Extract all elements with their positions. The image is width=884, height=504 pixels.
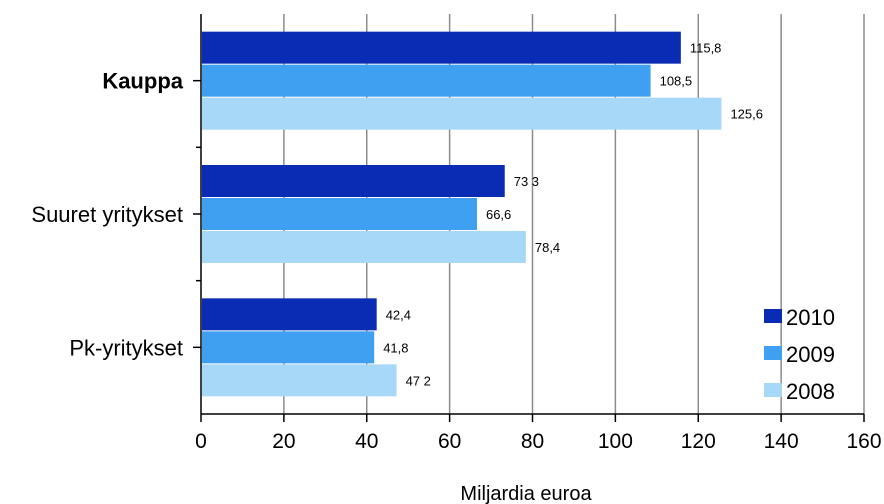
- legend-label: 2010: [786, 305, 835, 330]
- x-tick-label: 120: [681, 430, 716, 453]
- x-tick-label: 80: [521, 430, 544, 453]
- data-label: 125,6: [730, 107, 763, 122]
- x-tick-labels: 0 20 40 60 80 100 120 140 160: [195, 430, 881, 453]
- data-label: 42,4: [386, 307, 411, 322]
- x-tick-label: 40: [355, 430, 378, 453]
- data-label: 47 2: [406, 373, 431, 388]
- bar: [202, 231, 526, 263]
- data-label: 41,8: [383, 340, 408, 355]
- bar: [202, 64, 651, 97]
- x-tick-label: 140: [764, 430, 799, 453]
- x-tick-label: 20: [272, 430, 295, 453]
- legend-swatch: [764, 383, 782, 397]
- axes: [193, 14, 865, 422]
- bar: [202, 331, 375, 364]
- bar: [202, 165, 505, 197]
- legend-label: 2008: [786, 379, 835, 404]
- legend: 2010 2009 2008: [764, 305, 835, 404]
- x-axis-title: Miljardia euroa: [460, 483, 592, 504]
- legend-swatch: [764, 309, 782, 323]
- legend-label: 2009: [786, 342, 835, 367]
- category-label: Pk-yritykset: [69, 335, 183, 360]
- category-label: Suuret yritykset: [31, 202, 183, 227]
- x-tick-label: 100: [598, 430, 633, 453]
- category-labels: Kauppa Suuret yritykset Pk-yritykset: [31, 69, 183, 361]
- bar: [202, 364, 397, 397]
- bar: [202, 97, 722, 130]
- bar: [202, 31, 681, 64]
- x-tick-label: 60: [438, 430, 461, 453]
- data-label: 78,4: [535, 240, 560, 255]
- x-tick-label: 160: [846, 430, 881, 453]
- data-labels: 115,8 108,5 125,6 73 3 66,6 78,4 42,4 41,8 47 2: [383, 41, 763, 389]
- x-tick-label: 0: [195, 430, 207, 453]
- data-label: 66,6: [486, 207, 511, 222]
- category-label: Kauppa: [102, 69, 183, 94]
- legend-swatch: [764, 346, 782, 360]
- data-label: 115,8: [690, 41, 722, 56]
- bars: [202, 31, 722, 397]
- bar: [202, 198, 477, 230]
- data-label: 108,5: [660, 74, 693, 89]
- bar: [202, 298, 377, 331]
- data-label: 73 3: [514, 174, 539, 189]
